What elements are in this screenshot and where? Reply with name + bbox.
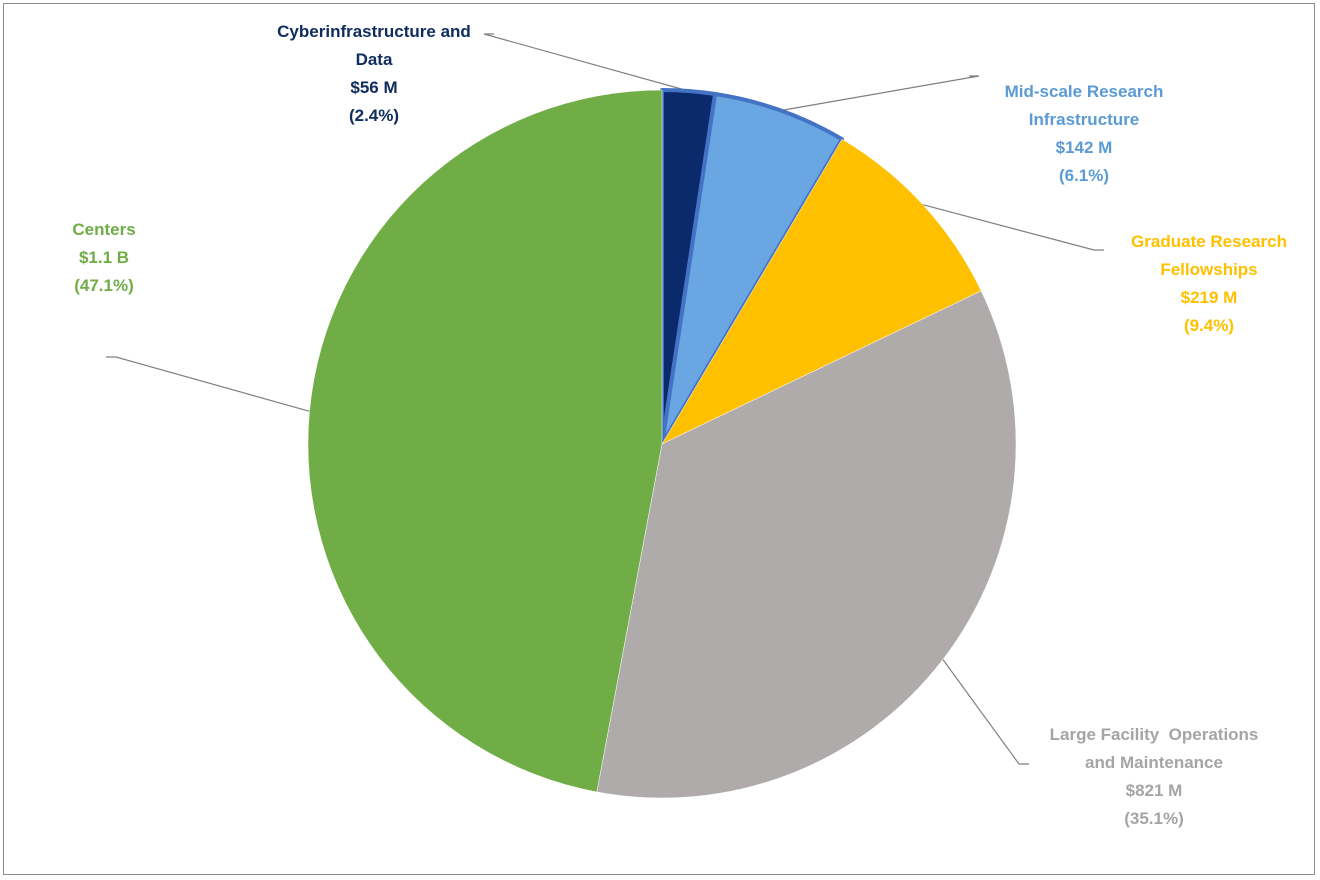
pie-slice-mid-scale-research-infrastructure bbox=[660, 92, 845, 446]
label-mid-scale-name-line-2: Infrastructure bbox=[1028, 110, 1140, 129]
leader-line-4 bbox=[106, 356, 310, 412]
leader-line-2 bbox=[922, 204, 1104, 251]
label-cyberinfrastructure-name-line-2: Data bbox=[355, 50, 393, 69]
pie-slice-centers bbox=[307, 89, 663, 793]
pie-chart bbox=[106, 33, 1104, 799]
label-mid-scale-value: $142 M bbox=[1055, 138, 1113, 157]
label-large-facility-name-line-2: and Maintenance bbox=[1085, 753, 1223, 772]
chart-area: Cyberinfrastructure and Data $56 M (2.4%… bbox=[3, 3, 1315, 875]
label-large-facility-name-line-1: Large Facility Operations bbox=[1049, 725, 1259, 744]
label-cyberinfrastructure-name-line-1: Cyberinfrastructure and bbox=[277, 22, 471, 41]
label-centers: Centers $1.1 B (47.1%) bbox=[44, 216, 164, 300]
label-graduate-fellowships-value: $219 M bbox=[1180, 288, 1238, 307]
leader-line-3 bbox=[942, 659, 1029, 765]
leader-line-1 bbox=[780, 75, 980, 112]
label-centers-value: $1.1 B bbox=[78, 248, 130, 267]
label-graduate-fellowships-name-line-2: Fellowships bbox=[1160, 260, 1258, 279]
label-large-facility-value: $821 M bbox=[1125, 781, 1183, 800]
pie-slices bbox=[307, 88, 1017, 799]
pie-slice-large-facility-operations-and-maintenance bbox=[596, 290, 1017, 799]
leader-lines bbox=[106, 33, 1104, 765]
label-graduate-fellowships: Graduate Research Fellowships $219 M (9.… bbox=[1089, 228, 1320, 340]
label-cyberinfrastructure-percent: (2.4%) bbox=[348, 106, 400, 125]
label-cyberinfrastructure-value: $56 M bbox=[350, 78, 398, 97]
pie-slice-graduate-research-fellowships bbox=[661, 138, 982, 445]
label-mid-scale: Mid-scale Research Infrastructure $142 M… bbox=[964, 78, 1204, 190]
label-graduate-fellowships-name-line-1: Graduate Research bbox=[1131, 232, 1287, 251]
label-centers-name: Centers bbox=[72, 220, 136, 239]
label-graduate-fellowships-percent: (9.4%) bbox=[1183, 316, 1235, 335]
label-mid-scale-name-line-1: Mid-scale Research bbox=[1004, 82, 1164, 101]
label-centers-percent: (47.1%) bbox=[74, 276, 134, 295]
leader-line-0 bbox=[483, 33, 689, 92]
label-large-facility-percent: (35.1%) bbox=[1124, 809, 1184, 828]
label-large-facility: Large Facility Operations and Maintenanc… bbox=[1004, 721, 1304, 833]
label-cyberinfrastructure: Cyberinfrastructure and Data $56 M (2.4%… bbox=[234, 18, 514, 130]
label-mid-scale-percent: (6.1%) bbox=[1058, 166, 1110, 185]
